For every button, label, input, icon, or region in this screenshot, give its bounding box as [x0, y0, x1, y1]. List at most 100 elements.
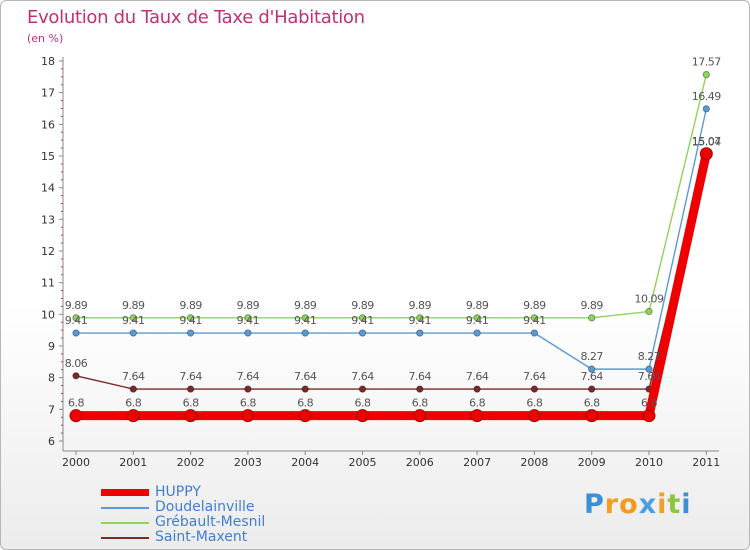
- data-point-doudelainville: [301, 329, 309, 337]
- data-label-saint-maxent: 8.06: [65, 357, 88, 370]
- data-point-grebault-mesnil: [244, 314, 252, 322]
- y-tick-label: 14: [41, 182, 55, 195]
- data-point-grebault-mesnil: [530, 314, 539, 322]
- data-label-grebault-mesnil: 9.89: [580, 299, 603, 312]
- data-label-grebault-mesnil: 9.89: [65, 299, 88, 312]
- legend-label-huppy: HUPPY: [155, 484, 201, 500]
- data-label-huppy: 6.8: [412, 397, 428, 410]
- chart-title: Evolution du Taux de Taxe d'Habitation: [27, 7, 365, 28]
- data-point-huppy: [356, 409, 369, 423]
- x-tick-label: 2001: [119, 456, 147, 469]
- data-point-saint-maxent: [588, 385, 596, 393]
- data-point-grebault-mesnil: [72, 314, 80, 322]
- data-point-doudelainville: [186, 329, 195, 337]
- y-tick-label: 15: [41, 150, 55, 163]
- data-point-saint-maxent: [358, 385, 367, 393]
- legend-swatch-doudelainville: [101, 506, 149, 509]
- data-label-saint-maxent: 7.64: [122, 370, 145, 383]
- data-point-doudelainville: [588, 365, 596, 373]
- data-label-doudelainville: 9.41: [179, 314, 202, 327]
- data-point-huppy: [69, 409, 83, 423]
- data-label-saint-maxent: 7.64: [351, 370, 374, 383]
- data-point-grebault-mesnil: [301, 314, 309, 322]
- data-label-doudelainville: 9.41: [237, 314, 260, 327]
- legend-label-grebault-mesnil: Grébault-Mesnil: [155, 514, 266, 530]
- legend-swatch-saint-maxent: [101, 536, 149, 539]
- x-tick-label: 2011: [692, 456, 720, 469]
- series-line-saint-maxent: [75, 154, 707, 390]
- data-label-saint-maxent: 7.64: [179, 370, 202, 383]
- data-label-huppy: 6.8: [240, 397, 256, 410]
- data-point-saint-maxent: [72, 372, 80, 380]
- x-tick-label: 2006: [406, 456, 434, 469]
- data-point-doudelainville: [416, 329, 424, 337]
- data-label-huppy: 6.8: [355, 397, 371, 410]
- data-label-grebault-mesnil: 10.09: [635, 292, 664, 305]
- data-label-doudelainville: 8.27: [638, 350, 661, 363]
- data-label-huppy: 6.8: [183, 397, 199, 410]
- data-label-grebault-mesnil: 9.89: [351, 299, 374, 312]
- x-tick-label: 2009: [578, 456, 606, 469]
- y-tick-label: 10: [41, 308, 55, 321]
- legend-item-doudelainville: Doudelainville: [101, 500, 265, 515]
- data-point-grebault-mesnil: [358, 314, 367, 322]
- data-label-saint-maxent: 7.64: [294, 370, 317, 383]
- data-point-huppy: [642, 409, 656, 423]
- y-tick-label: 17: [41, 87, 55, 100]
- data-point-grebault-mesnil: [645, 307, 653, 316]
- legend-label-doudelainville: Doudelainville: [155, 499, 255, 515]
- x-tick-label: 2007: [463, 456, 491, 469]
- data-point-doudelainville: [244, 329, 252, 337]
- x-tick-label: 2000: [62, 456, 90, 469]
- y-tick-label: 16: [41, 118, 55, 131]
- data-point-doudelainville: [473, 329, 481, 337]
- x-tick-label: 2010: [635, 456, 663, 469]
- data-point-huppy: [699, 147, 713, 161]
- proxiti-logo: Proxiti: [584, 489, 692, 520]
- data-point-huppy: [184, 409, 198, 423]
- data-point-grebault-mesnil: [473, 314, 481, 322]
- data-point-huppy: [527, 409, 541, 423]
- data-label-grebault-mesnil: 9.89: [523, 299, 546, 312]
- data-point-grebault-mesnil: [702, 70, 710, 79]
- data-point-huppy: [585, 409, 599, 423]
- data-label-huppy: 6.8: [526, 397, 542, 410]
- series-line-huppy: [71, 149, 711, 421]
- legend-label-saint-maxent: Saint-Maxent: [155, 529, 248, 545]
- data-point-grebault-mesnil: [588, 314, 596, 322]
- legend: HUPPY Doudelainville Grébault-Mesnil Sai…: [101, 485, 265, 545]
- data-point-saint-maxent: [530, 385, 539, 393]
- data-label-grebault-mesnil: 17.57: [692, 56, 721, 69]
- y-tick-label: 13: [41, 213, 55, 226]
- data-label-huppy: 6.8: [641, 397, 657, 410]
- data-point-doudelainville: [129, 329, 138, 337]
- legend-item-grebault-mesnil: Grébault-Mesnil: [101, 515, 265, 530]
- data-label-saint-maxent: 7.64: [523, 370, 546, 383]
- data-label-doudelainville: 9.41: [122, 314, 145, 327]
- data-label-saint-maxent: 7.64: [638, 370, 661, 383]
- data-label-doudelainville: 9.41: [294, 314, 317, 327]
- data-label-doudelainville: 16.49: [692, 90, 721, 103]
- data-label-huppy: 6.8: [584, 397, 600, 410]
- data-point-doudelainville: [72, 329, 80, 337]
- data-point-doudelainville: [358, 329, 367, 337]
- data-label-doudelainville: 9.41: [65, 314, 88, 327]
- data-point-doudelainville: [530, 329, 539, 337]
- data-point-saint-maxent: [301, 385, 309, 393]
- data-label-doudelainville: 9.41: [351, 314, 374, 327]
- legend-swatch-grebault-mesnil: [101, 521, 149, 524]
- data-label-huppy: 6.8: [125, 397, 141, 410]
- legend-swatch-huppy: [101, 489, 149, 496]
- data-label-saint-maxent: 7.64: [237, 370, 260, 383]
- data-label-saint-maxent: 15.04: [692, 136, 721, 149]
- data-point-huppy: [298, 409, 312, 423]
- data-point-huppy: [126, 409, 140, 423]
- data-point-saint-maxent: [416, 385, 424, 393]
- data-label-saint-maxent: 7.64: [580, 370, 603, 383]
- data-label-grebault-mesnil: 9.89: [179, 299, 202, 312]
- data-label-grebault-mesnil: 9.89: [294, 299, 317, 312]
- data-label-grebault-mesnil: 9.89: [466, 299, 489, 312]
- data-point-saint-maxent: [186, 385, 195, 393]
